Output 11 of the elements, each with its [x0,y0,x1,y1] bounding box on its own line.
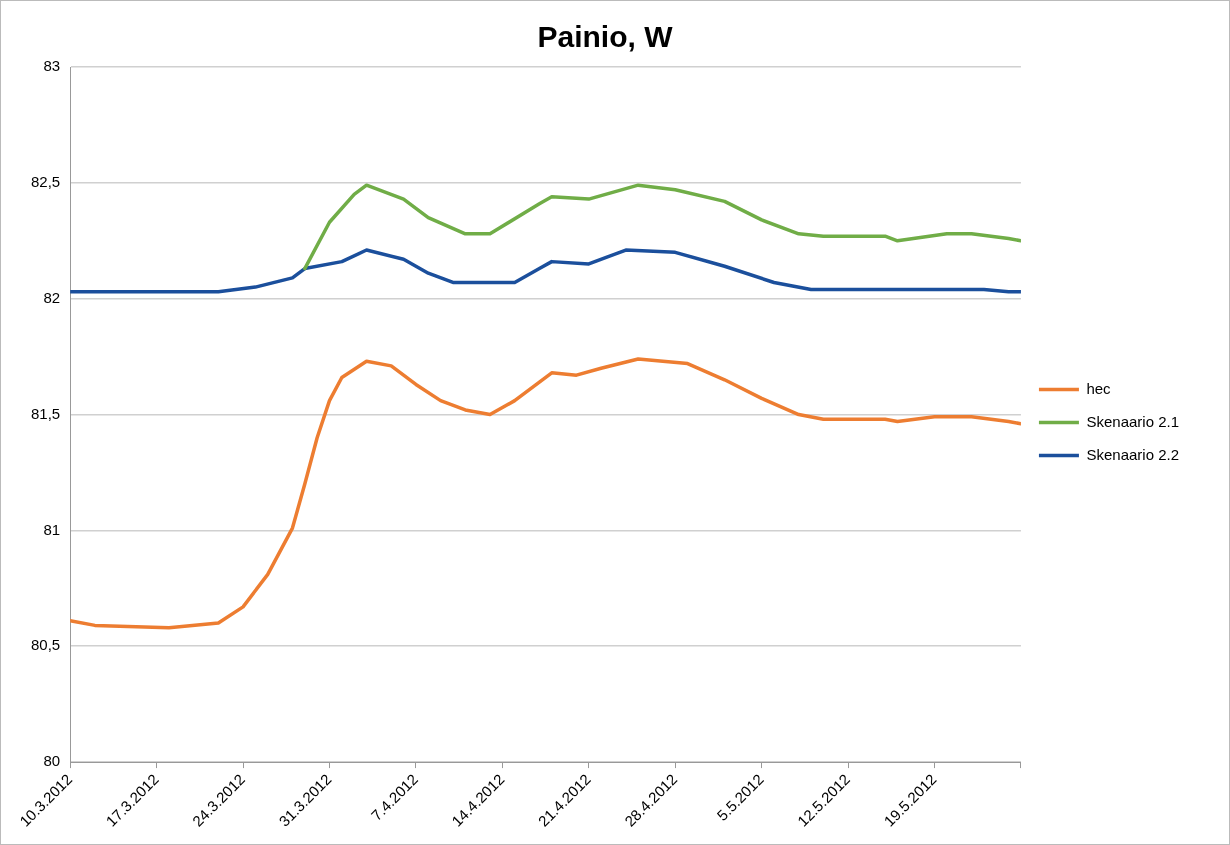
chart-title: Painio, W [537,20,674,54]
legend-label: hec [1086,379,1112,397]
y-tick-label: 81,5 [30,404,61,422]
y-tick-label: 80 [43,752,61,770]
y-tick-label: 83 [43,57,61,75]
y-tick-label: 82,5 [30,172,61,190]
y-tick-label: 82 [43,288,61,306]
y-tick-label: 81 [43,520,61,538]
y-tick-label: 80,5 [30,636,61,654]
legend-label: Skenaario 2.1 [1086,412,1180,430]
legend-label: Skenaario 2.2 [1086,445,1180,463]
